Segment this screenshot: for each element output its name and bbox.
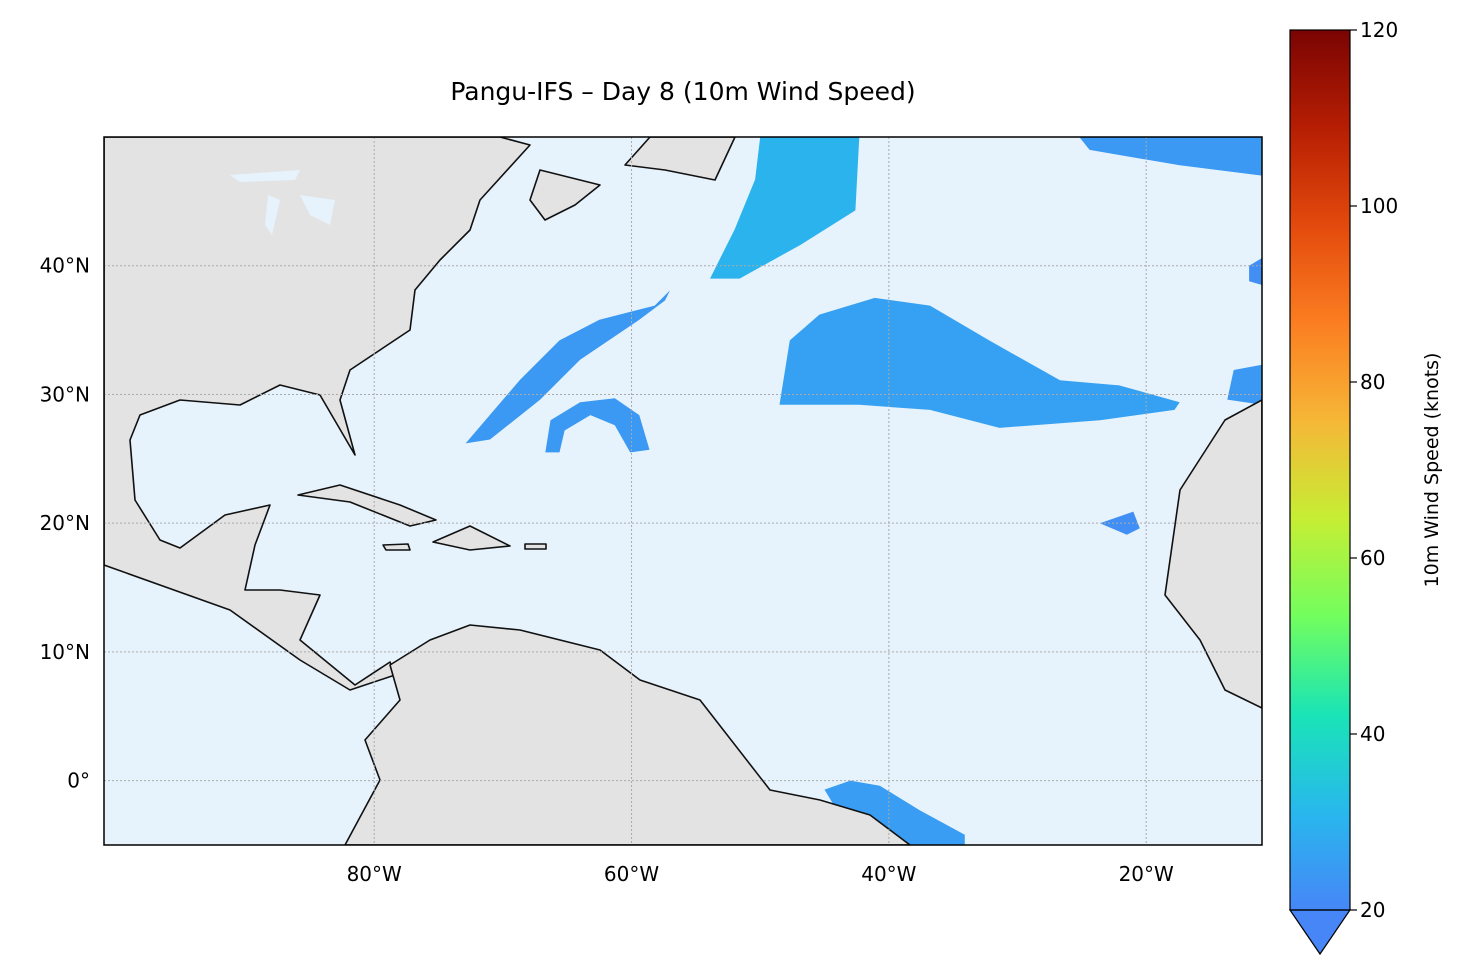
y-tick-label: 0° bbox=[67, 769, 90, 793]
colorbar-tick-label: 120 bbox=[1360, 18, 1398, 42]
y-tick-label: 20°N bbox=[40, 511, 90, 535]
jamaica bbox=[382, 543, 411, 551]
newfoundland bbox=[624, 137, 736, 181]
colorbar-tick-label: 40 bbox=[1360, 722, 1385, 746]
x-tick-label: 60°W bbox=[604, 862, 659, 886]
wind-regions bbox=[465, 137, 1262, 845]
great-lakes bbox=[230, 170, 335, 235]
colorbar-tick-label: 20 bbox=[1360, 898, 1385, 922]
south-america bbox=[344, 624, 911, 845]
colorbar-tick-label: 80 bbox=[1360, 370, 1385, 394]
puerto-rico bbox=[524, 543, 547, 550]
x-tick-label: 40°W bbox=[861, 862, 916, 886]
cuba bbox=[297, 484, 437, 527]
y-tick-label: 30°N bbox=[40, 382, 90, 406]
canada-east bbox=[529, 169, 601, 221]
colorbar-extend bbox=[1288, 909, 1352, 956]
colorbar-frame bbox=[1289, 29, 1351, 911]
colorbar: 20 40 60 80 100 120 bbox=[1288, 18, 1398, 956]
x-tick-label: 20°W bbox=[1119, 862, 1174, 886]
colorbar-label: 10m Wind Speed (knots) bbox=[1421, 353, 1443, 588]
x-tick-label: 80°W bbox=[347, 862, 402, 886]
africa bbox=[1164, 399, 1262, 709]
land bbox=[104, 137, 1262, 845]
wind-region bbox=[710, 137, 860, 279]
wind-region bbox=[545, 398, 650, 453]
y-tick-label: 40°N bbox=[40, 254, 90, 278]
wind-region bbox=[1099, 511, 1140, 535]
hispaniola bbox=[432, 525, 511, 551]
y-tick-label: 10°N bbox=[40, 640, 90, 664]
grid bbox=[104, 137, 1262, 845]
wind-region bbox=[465, 290, 671, 444]
wind-region bbox=[779, 297, 1180, 428]
wind-region bbox=[1249, 258, 1262, 285]
chart-title: Pangu-IFS – Day 8 (10m Wind Speed) bbox=[450, 77, 915, 106]
map-frame bbox=[103, 136, 1263, 846]
wind-region bbox=[1079, 137, 1262, 176]
colorbar-fill bbox=[1290, 30, 1350, 910]
colorbar-tick-label: 100 bbox=[1360, 194, 1398, 218]
colorbar-tick-label: 60 bbox=[1360, 546, 1385, 570]
